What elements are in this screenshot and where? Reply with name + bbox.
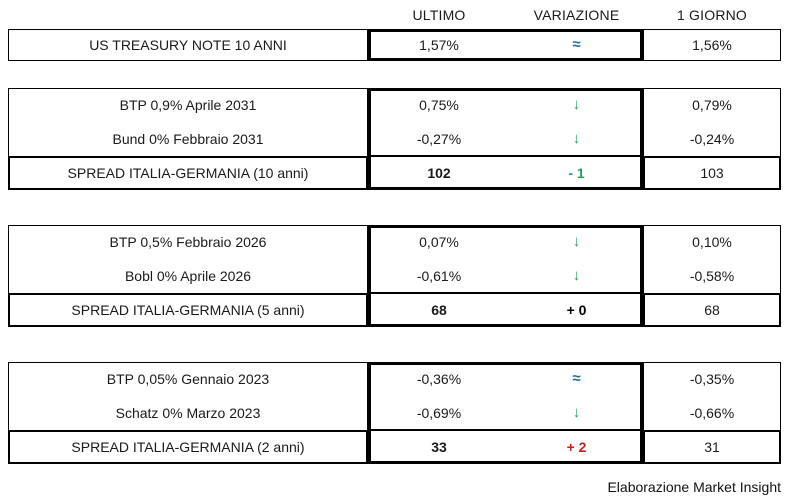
spread-block-5-anni: BTP 0,5% Febbraio 2026 0,07% ↓ 0,10% Bob… xyxy=(0,225,794,327)
spread-ultimo-value: 33 xyxy=(431,439,447,455)
spread-change-value: - 1 xyxy=(568,165,585,181)
instrument-label: Schatz 0% Marzo 2023 xyxy=(115,405,261,421)
table-border xyxy=(643,362,781,430)
table-border xyxy=(643,156,781,190)
table-border xyxy=(8,293,368,327)
instrument-label: Bund 0% Febbraio 2031 xyxy=(112,131,264,147)
column-header-1-giorno: 1 GIORNO xyxy=(676,7,748,23)
spread-block-10-anni: BTP 0,9% Aprile 2031 0,75% ↓ 0,79% Bund … xyxy=(0,88,794,190)
table-row: Bobl 0% Aprile 2026 -0,61% ↓ -0,58% xyxy=(8,259,781,293)
ultimo-value: 1,57% xyxy=(419,37,459,53)
table-border xyxy=(643,29,781,61)
giorno-value: -0,66% xyxy=(689,405,735,421)
table-border xyxy=(643,430,781,464)
table-border xyxy=(8,156,368,190)
source-credit: Elaborazione Market Insight xyxy=(607,479,781,495)
table-border xyxy=(8,225,368,293)
giorno-value: 0,10% xyxy=(692,234,732,250)
spread-label: SPREAD ITALIA-GERMANIA (10 anni) xyxy=(67,165,309,181)
ultimo-value: -0,27% xyxy=(416,131,462,147)
table-border xyxy=(371,155,640,157)
spread-label: SPREAD ITALIA-GERMANIA (2 anni) xyxy=(71,439,305,455)
giorno-value: -0,58% xyxy=(689,268,735,284)
table-row: Bund 0% Febbraio 2031 -0,27% ↓ -0,24% xyxy=(8,122,781,156)
table-border xyxy=(371,292,640,294)
column-header-variazione: VARIAZIONE xyxy=(533,7,620,23)
spread-label: SPREAD ITALIA-GERMANIA (5 anni) xyxy=(71,302,305,318)
ultimo-value: -0,61% xyxy=(416,268,462,284)
table-border xyxy=(643,225,781,293)
spread-giorno-value: 68 xyxy=(704,302,720,318)
giorno-value: -0,24% xyxy=(689,131,735,147)
change-steady-icon: ≈ xyxy=(572,36,581,53)
instrument-label: BTP 0,5% Febbraio 2026 xyxy=(109,234,267,250)
table-row: BTP 0,9% Aprile 2031 0,75% ↓ 0,79% xyxy=(8,88,781,122)
change-down-icon: ↓ xyxy=(572,96,581,113)
table-border xyxy=(643,293,781,327)
change-down-icon: ↓ xyxy=(572,267,581,284)
change-down-icon: ↓ xyxy=(572,404,581,421)
table-border xyxy=(368,88,643,190)
ultimo-value: -0,36% xyxy=(416,371,462,387)
spread-row: SPREAD ITALIA-GERMANIA (10 anni) 102 - 1… xyxy=(8,156,781,190)
table-border xyxy=(371,429,640,431)
ultimo-value: -0,69% xyxy=(416,405,462,421)
ultimo-value: 0,07% xyxy=(419,234,459,250)
table-border xyxy=(368,225,643,327)
spread-giorno-value: 103 xyxy=(700,165,724,181)
column-header-ultimo: ULTIMO xyxy=(412,7,466,23)
spread-block-2-anni: BTP 0,05% Gennaio 2023 -0,36% ≈ -0,35% S… xyxy=(0,362,794,464)
table-row: BTP 0,05% Gennaio 2023 -0,36% ≈ -0,35% xyxy=(8,362,781,396)
spread-row: SPREAD ITALIA-GERMANIA (5 anni) 68 + 0 6… xyxy=(8,293,781,327)
instrument-label: BTP 0,9% Aprile 2031 xyxy=(119,97,257,113)
table-border xyxy=(643,88,781,156)
us-treasury-row: US TREASURY NOTE 10 ANNI 1,57% ≈ 1,56% xyxy=(0,29,794,61)
table-row: BTP 0,5% Febbraio 2026 0,07% ↓ 0,10% xyxy=(8,225,781,259)
table-border xyxy=(8,362,368,430)
instrument-label: Bobl 0% Aprile 2026 xyxy=(124,268,252,284)
instrument-label: BTP 0,05% Gennaio 2023 xyxy=(106,371,270,387)
instrument-label: US TREASURY NOTE 10 ANNI xyxy=(89,37,287,53)
giorno-value: 0,79% xyxy=(692,97,732,113)
change-steady-icon: ≈ xyxy=(572,370,581,387)
table-border xyxy=(368,362,643,464)
spread-giorno-value: 31 xyxy=(704,439,720,455)
table-row: Schatz 0% Marzo 2023 -0,69% ↓ -0,66% xyxy=(8,396,781,430)
giorno-value: 1,56% xyxy=(692,37,732,53)
spread-ultimo-value: 102 xyxy=(427,165,451,181)
spread-change-value: + 0 xyxy=(566,302,587,318)
table-row: US TREASURY NOTE 10 ANNI 1,57% ≈ 1,56% xyxy=(8,29,781,61)
table-border xyxy=(8,430,368,464)
spread-row: SPREAD ITALIA-GERMANIA (2 anni) 33 + 2 3… xyxy=(8,430,781,464)
table-border xyxy=(8,29,368,61)
change-down-icon: ↓ xyxy=(572,233,581,250)
spread-ultimo-value: 68 xyxy=(431,302,447,318)
giorno-value: -0,35% xyxy=(689,371,735,387)
spread-change-value: + 2 xyxy=(566,439,587,455)
ultimo-value: 0,75% xyxy=(419,97,459,113)
table-border xyxy=(368,29,643,61)
table-border xyxy=(8,88,368,156)
change-down-icon: ↓ xyxy=(572,130,581,147)
